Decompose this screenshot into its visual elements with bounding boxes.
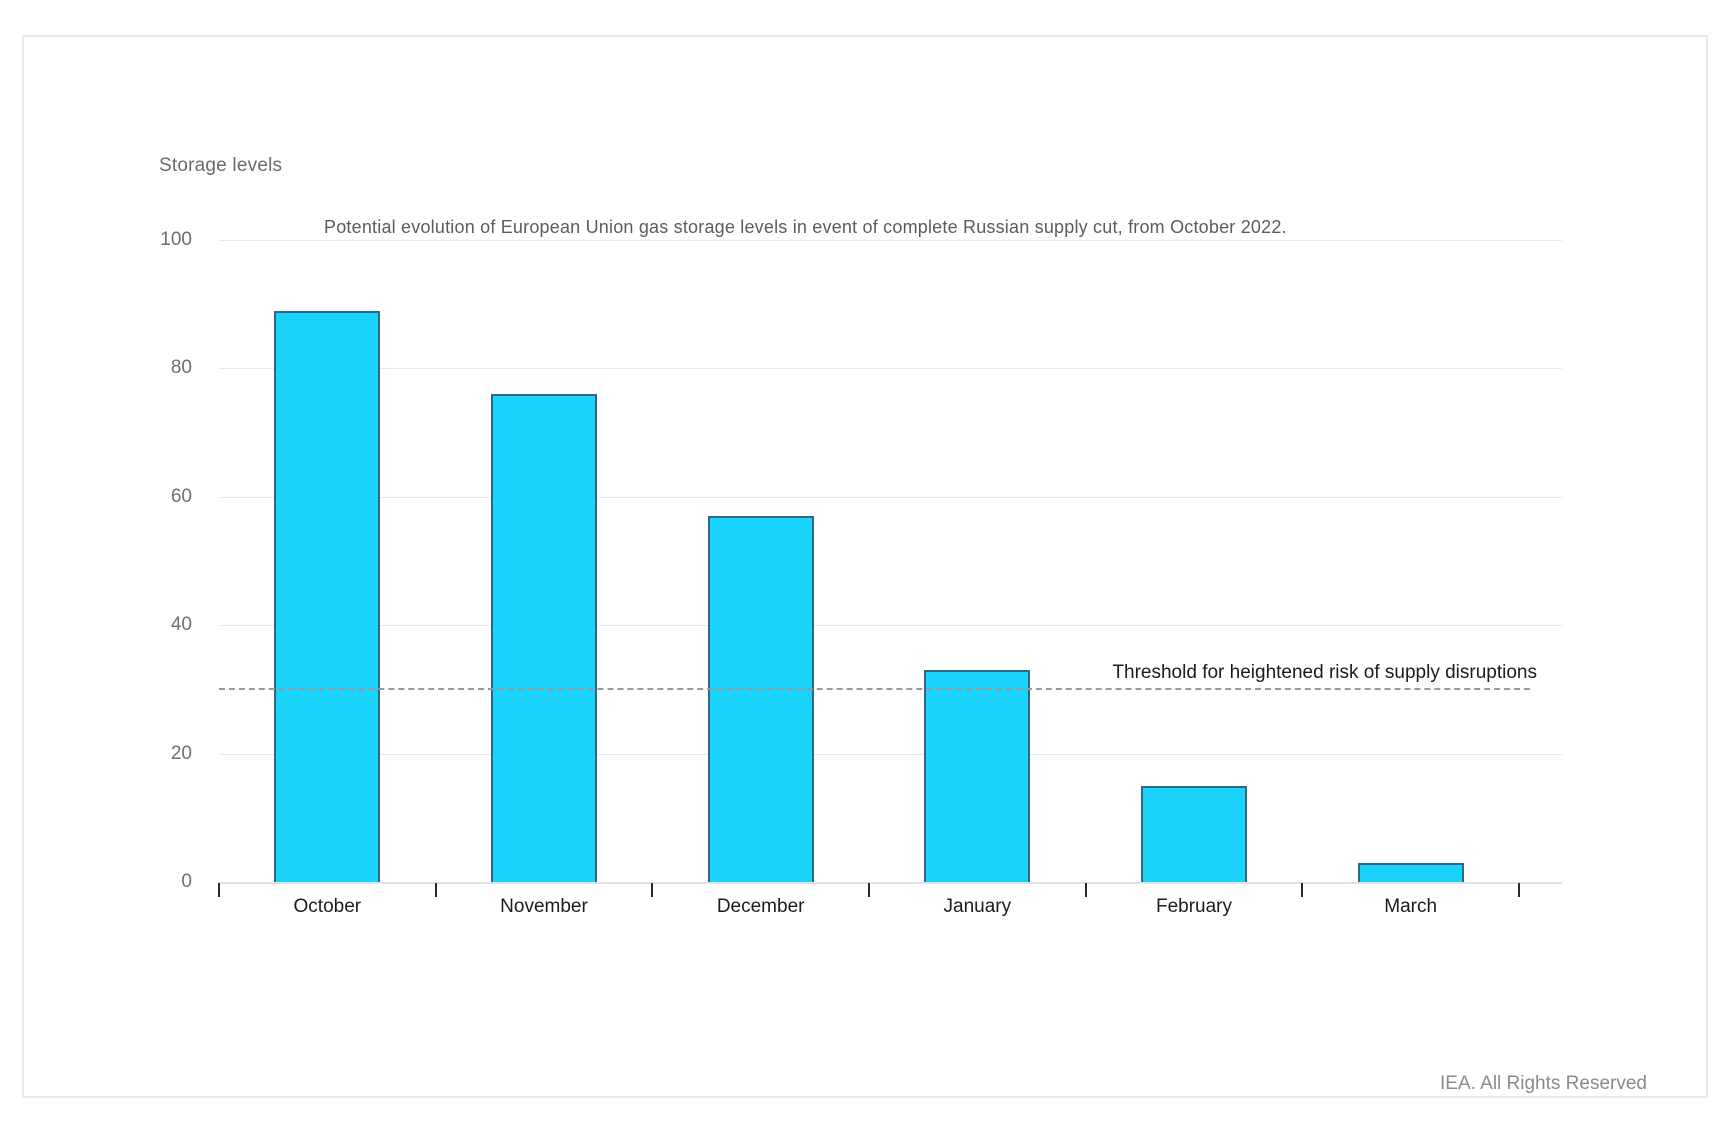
threshold-label: Threshold for heightened risk of supply …: [1112, 662, 1537, 684]
gridline-20: [219, 753, 1562, 755]
x-axis-label-january: January: [943, 896, 1012, 917]
threshold-dashed-line: [219, 688, 1530, 691]
x-axis-baseline: [219, 882, 1562, 884]
x-axis-tick: [1084, 883, 1087, 897]
x-axis-tick: [1518, 883, 1520, 897]
gridline-40: [219, 625, 1562, 627]
x-axis-label-november: November: [500, 896, 588, 917]
gridline-100: [219, 240, 1562, 241]
bar-march[interactable]: [1357, 862, 1464, 882]
bar-february[interactable]: [1141, 785, 1247, 882]
gridline-80: [219, 368, 1562, 370]
x-axis-label-march: March: [1384, 896, 1438, 917]
x-axis-label-february: February: [1155, 896, 1232, 917]
y-axis-label-40: 40: [170, 614, 192, 636]
x-axis-tick: [218, 883, 220, 897]
bar-november[interactable]: [491, 394, 597, 882]
y-axis-unit-label: Storage levels: [159, 155, 283, 176]
y-axis-label-0: 0: [181, 871, 192, 892]
x-axis-label-october: October: [293, 896, 362, 917]
chart-title: Potential evolution of European Union ga…: [324, 217, 1287, 237]
bar-december[interactable]: [707, 516, 814, 882]
x-axis-label-december: December: [716, 896, 805, 917]
x-axis-tick: [651, 883, 654, 897]
y-axis-label-60: 60: [170, 485, 192, 507]
x-axis-tick: [868, 883, 870, 897]
x-axis-tick: [1301, 883, 1304, 897]
gridline-60: [219, 496, 1562, 498]
y-axis-label-100: 100: [160, 229, 192, 250]
copyright-credit: IEA. All Rights Reserved: [1440, 1073, 1647, 1094]
y-axis-label-20: 20: [170, 742, 192, 764]
bar-october[interactable]: [274, 310, 381, 882]
y-axis-label-80: 80: [170, 357, 192, 379]
bar-january[interactable]: [924, 670, 1031, 882]
x-axis-tick: [434, 883, 437, 897]
